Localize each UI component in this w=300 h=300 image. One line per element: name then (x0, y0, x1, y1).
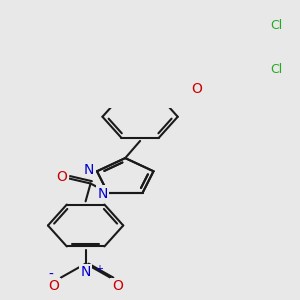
Text: O: O (49, 279, 59, 293)
Text: N: N (98, 187, 108, 201)
Text: O: O (56, 169, 67, 184)
Text: N: N (84, 163, 94, 177)
Text: N: N (80, 265, 91, 279)
Text: +: + (95, 264, 104, 274)
Text: O: O (191, 82, 202, 96)
Text: -: - (48, 267, 53, 281)
Text: Cl: Cl (270, 19, 282, 32)
Text: O: O (112, 279, 123, 293)
Text: Cl: Cl (270, 63, 282, 76)
